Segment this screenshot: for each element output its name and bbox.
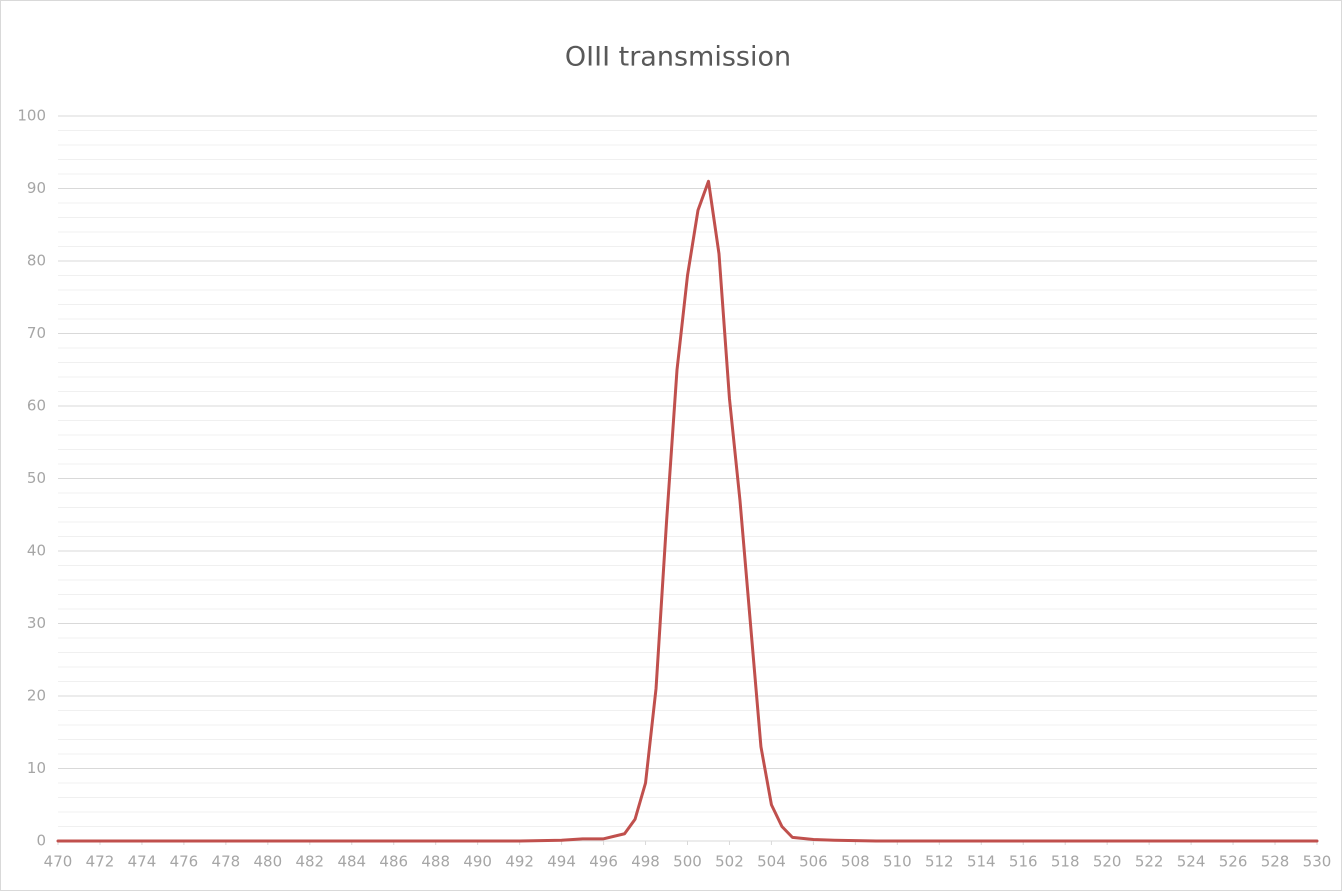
chart-title: OIII transmission	[565, 42, 791, 73]
x-tick-label: 498	[631, 853, 660, 871]
x-tick-label: 496	[589, 853, 618, 871]
x-tick-label: 472	[86, 853, 115, 871]
x-tick-label: 514	[967, 853, 996, 871]
y-tick-label: 50	[27, 469, 46, 487]
x-tick-label: 488	[421, 853, 450, 871]
y-tick-label: 10	[27, 759, 46, 777]
y-tick-label: 0	[36, 832, 46, 850]
y-tick-label: 60	[27, 397, 46, 415]
x-tick-label: 518	[1051, 853, 1080, 871]
x-tick-label: 530	[1303, 853, 1332, 871]
x-tick-label: 528	[1261, 853, 1290, 871]
x-tick-label: 474	[128, 853, 157, 871]
y-tick-label: 20	[27, 687, 46, 705]
x-tick-label: 482	[295, 853, 324, 871]
x-tick-label: 476	[170, 853, 199, 871]
x-tick-label: 500	[673, 853, 702, 871]
x-tick-label: 480	[254, 853, 283, 871]
x-tick-label: 506	[799, 853, 828, 871]
y-tick-label: 30	[27, 614, 46, 632]
x-tick-label: 478	[212, 853, 241, 871]
x-tick-label: 470	[44, 853, 73, 871]
x-tick-label: 508	[841, 853, 870, 871]
x-tick-label: 486	[379, 853, 408, 871]
x-tick-label: 502	[715, 853, 744, 871]
x-tick-label: 512	[925, 853, 954, 871]
data-line	[56, 179, 1319, 843]
x-tick-label: 516	[1009, 853, 1038, 871]
x-tick-label: 484	[337, 853, 366, 871]
x-tick-label: 510	[883, 853, 912, 871]
y-tick-label: 90	[27, 179, 46, 197]
y-tick-label: 70	[27, 324, 46, 342]
y-tick-label: 40	[27, 542, 46, 560]
x-tick-label: 524	[1177, 853, 1206, 871]
x-tick-label: 522	[1135, 853, 1164, 871]
x-tick-label: 494	[547, 853, 576, 871]
x-tick-label: 492	[505, 853, 534, 871]
x-tick-label: 504	[757, 853, 786, 871]
y-tick-label: 80	[27, 252, 46, 270]
x-tick-label: 526	[1219, 853, 1248, 871]
x-tick-label: 490	[463, 853, 492, 871]
y-tick-label: 100	[17, 107, 46, 125]
x-tick-label: 520	[1093, 853, 1122, 871]
